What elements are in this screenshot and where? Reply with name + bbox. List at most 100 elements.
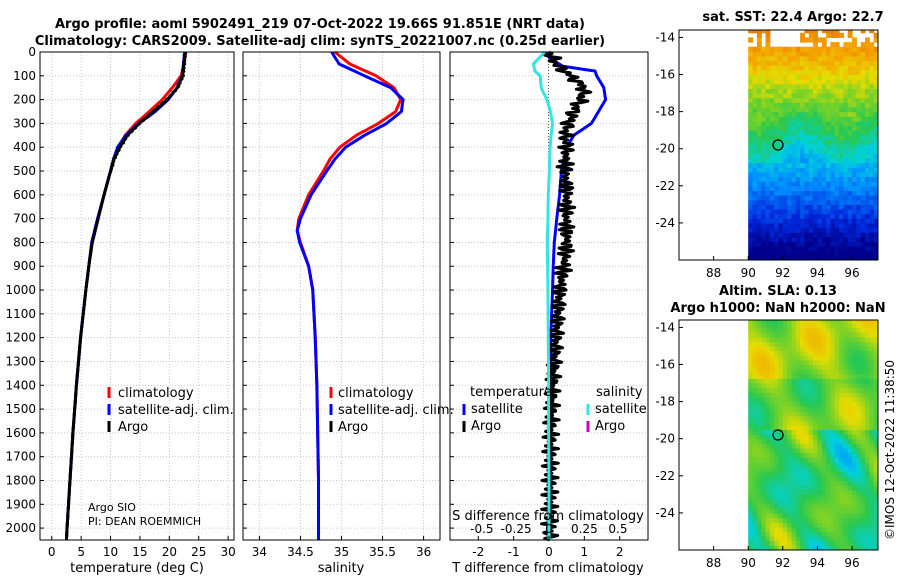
map-cell [869, 125, 875, 131]
map-cell [843, 42, 849, 48]
map-cell [787, 327, 793, 333]
map-cell [869, 480, 875, 486]
map-cell [813, 32, 818, 38]
map-cell [860, 434, 866, 440]
map-cell [761, 545, 767, 550]
map-cell [756, 410, 762, 417]
map-cell [752, 461, 758, 468]
map-cell [852, 536, 857, 542]
map-cell [804, 125, 810, 131]
map-cell [761, 195, 767, 201]
map-cell [869, 171, 875, 178]
ytick-label: 600 [13, 188, 36, 202]
map-cell [804, 158, 810, 164]
map-cell [769, 246, 775, 252]
map-cell [804, 327, 810, 333]
map-cell [808, 503, 814, 509]
map-cell [752, 545, 758, 550]
map-cell [860, 93, 866, 99]
map-cell [873, 130, 878, 136]
map-cell [839, 350, 844, 356]
map-cell [765, 373, 771, 379]
map-cell [817, 517, 823, 523]
map-cell [804, 346, 810, 352]
map-cell [839, 332, 844, 338]
temperature-ticks: 0100200300400500600700800900100011001200… [5, 45, 235, 559]
map-cell [869, 246, 875, 252]
map-cell [752, 378, 758, 384]
map-cell [795, 378, 801, 384]
map-cell [804, 512, 810, 519]
difference-top-ticks: -0.5 -0.25 0 0.25 0.5 [470, 522, 627, 536]
map-cell [839, 531, 844, 537]
map-cell [748, 130, 754, 136]
map-cell [765, 88, 771, 94]
map-cell [761, 359, 767, 366]
map-cell [795, 88, 801, 94]
map-cell [830, 522, 836, 528]
map-cell [804, 443, 810, 449]
map-cell [826, 401, 831, 407]
map-cell [787, 181, 793, 187]
map-cell [752, 158, 758, 164]
map-cell [765, 522, 771, 528]
map-cell [830, 222, 836, 229]
map-cell [782, 107, 788, 113]
map-cell [821, 522, 827, 528]
map-cell [756, 359, 762, 366]
map-cell [847, 56, 853, 62]
map-cell [821, 540, 827, 546]
map-cell [774, 434, 780, 440]
map-cell [804, 320, 810, 324]
map-cell [765, 378, 771, 384]
map-cell [821, 508, 827, 514]
map-cell [860, 471, 866, 477]
map-cell [830, 392, 836, 398]
map-cell [817, 134, 823, 140]
map-cell [756, 153, 762, 159]
map-cell [800, 406, 805, 412]
map-cell [852, 410, 857, 417]
map-cell [800, 97, 805, 103]
map-cell [748, 327, 754, 333]
map-cell [761, 116, 767, 122]
map-cell [852, 387, 857, 393]
map-cell [830, 359, 836, 366]
map-cell [752, 171, 758, 178]
map-cell [813, 116, 818, 122]
map-cell [847, 42, 853, 48]
map-cell [873, 176, 878, 182]
map-cell [748, 222, 754, 229]
map-cell [826, 512, 831, 519]
map-cell [752, 341, 758, 347]
map-cell [774, 232, 780, 238]
map-cell [774, 531, 780, 537]
map-cell [808, 341, 814, 347]
map-cell [813, 227, 818, 233]
map-cell [830, 227, 836, 233]
map-cell [808, 406, 814, 412]
map-cell [852, 102, 857, 108]
map-cell [782, 526, 788, 532]
map-cell [847, 332, 853, 338]
map-cell [865, 383, 870, 389]
map-cell [795, 346, 801, 352]
map-cell [821, 480, 827, 486]
map-cell [847, 213, 853, 219]
map-cell [813, 320, 818, 324]
map-cell [765, 517, 771, 523]
map-cell [852, 540, 857, 546]
map-cell [765, 222, 771, 229]
map-cell [808, 475, 814, 481]
map-cell [839, 162, 844, 168]
map-cell [821, 406, 827, 412]
map-cell [847, 373, 853, 379]
map-cell [813, 346, 818, 352]
map-cell [834, 336, 840, 342]
map-cell [873, 181, 878, 187]
map-cell [778, 83, 784, 89]
map-cell [847, 489, 853, 495]
map-cell [800, 434, 805, 440]
map-cell [860, 452, 866, 458]
map-cell [808, 397, 814, 403]
